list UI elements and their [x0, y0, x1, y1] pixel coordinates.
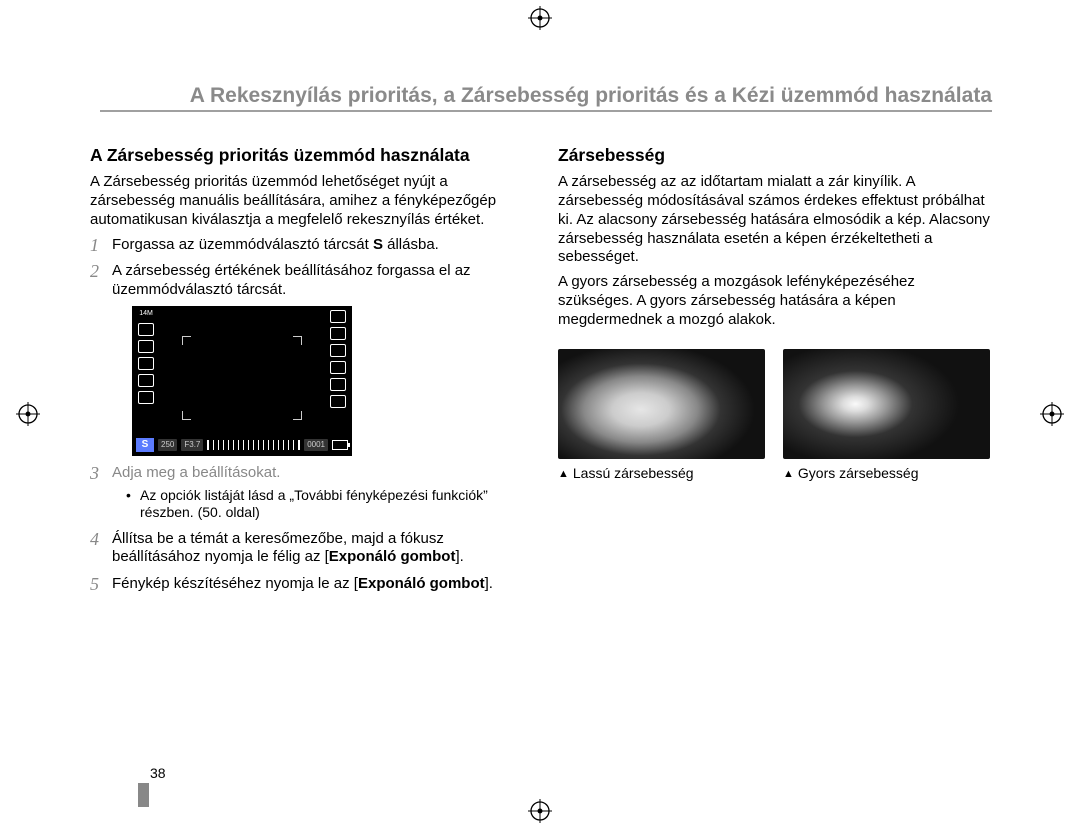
- focus-corner-icon: [182, 336, 191, 345]
- step-item: Forgassa az üzemmódválasztó tárcsát S ál…: [90, 236, 522, 255]
- triangle-up-icon: ▲: [558, 468, 569, 480]
- step-item: A zársebesség értékének beállításához fo…: [90, 262, 522, 456]
- step-text: A zársebesség értékének beállításához fo…: [112, 262, 471, 298]
- intro-paragraph: A Zársebesség prioritás üzemmód lehetősé…: [90, 173, 522, 229]
- focus-corner-icon: [293, 411, 302, 420]
- focus-corner-icon: [293, 336, 302, 345]
- triangle-up-icon: ▲: [783, 468, 794, 480]
- registration-mark-icon: [528, 799, 552, 823]
- photo-caption: ▲ Gyors zársebesség: [783, 465, 990, 483]
- step-list: Forgassa az üzemmódválasztó tárcsát S ál…: [90, 236, 522, 594]
- lcd-icon: [138, 323, 154, 336]
- right-column: Zársebesség A zársebesség az az időtarta…: [558, 146, 990, 602]
- lcd-icon: [138, 340, 154, 353]
- caption-text: Lassú zársebesség: [573, 465, 694, 481]
- paragraph: A zársebesség az az időtartam mialatt a …: [558, 173, 990, 267]
- step-bold: S: [373, 236, 383, 253]
- step-item: Állítsa be a témát a keresőmezőbe, majd …: [90, 530, 522, 568]
- lcd-aperture-value: F3.7: [181, 439, 203, 451]
- step-text: ].: [485, 575, 493, 592]
- left-column: A Zársebesség prioritás üzemmód használa…: [90, 146, 522, 602]
- lcd-icon: [138, 357, 154, 370]
- step-text: Forgassa az üzemmódválasztó tárcsát: [112, 236, 373, 253]
- lcd-icon: [330, 395, 346, 408]
- example-photo-row: ▲ Lassú zársebesség ▲ Gyors zársebesség: [558, 349, 990, 483]
- page-number-marker: [138, 783, 149, 807]
- step-bold: Exponáló gombot: [358, 575, 485, 592]
- page-number: 38: [150, 765, 166, 781]
- lcd-icon: [138, 391, 154, 404]
- example-photo-block: ▲ Gyors zársebesség: [783, 349, 990, 483]
- paragraph: A gyors zársebesség a mozgások lefénykép…: [558, 273, 990, 329]
- step-bullet: Az opciók listáját lásd a „További fényk…: [126, 487, 522, 522]
- caption-text: Gyors zársebesség: [798, 465, 919, 481]
- lcd-mode-badge: S: [136, 438, 154, 452]
- section-heading: Zársebesség: [558, 146, 990, 165]
- lcd-resolution-label: 14M: [139, 310, 153, 319]
- example-photo-block: ▲ Lassú zársebesség: [558, 349, 765, 483]
- camera-lcd-illustration: 14M: [132, 306, 352, 456]
- step-item: Adja meg a beállításokat. Az opciók list…: [90, 464, 522, 522]
- page-title: A Rekesznyílás prioritás, a Zársebesség …: [100, 84, 992, 112]
- section-heading: A Zársebesség prioritás üzemmód használa…: [90, 146, 522, 165]
- step-item: Fénykép készítéséhez nyomja le az [Expon…: [90, 575, 522, 594]
- lcd-icon: [330, 327, 346, 340]
- step-text: Fénykép készítéséhez nyomja le az [: [112, 575, 358, 592]
- lcd-icon: [330, 378, 346, 391]
- lcd-icon: [330, 361, 346, 374]
- example-photo-slow: [558, 349, 765, 459]
- step-text: ].: [455, 548, 463, 565]
- lcd-shutter-value: 250: [158, 439, 177, 451]
- example-photo-fast: [783, 349, 990, 459]
- step-text: állásba.: [383, 236, 439, 253]
- battery-icon: [332, 440, 348, 450]
- lcd-frame-count: 0001: [304, 439, 328, 451]
- photo-caption: ▲ Lassú zársebesség: [558, 465, 765, 483]
- step-text: Adja meg a beállításokat.: [112, 464, 280, 481]
- step-bold: Exponáló gombot: [329, 548, 456, 565]
- registration-mark-icon: [528, 6, 552, 30]
- lcd-icon: [138, 374, 154, 387]
- registration-mark-icon: [1040, 402, 1064, 426]
- lcd-icon: [330, 310, 346, 323]
- lcd-icon: [330, 344, 346, 357]
- focus-corner-icon: [182, 411, 191, 420]
- registration-mark-icon: [16, 402, 40, 426]
- lcd-ev-scale: [207, 440, 300, 450]
